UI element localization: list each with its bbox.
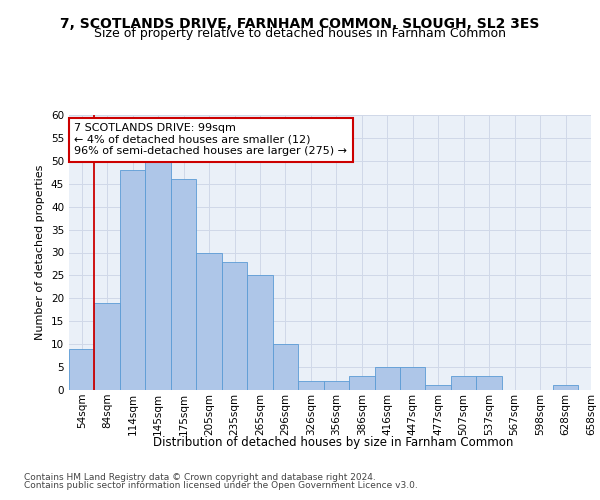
Text: Contains HM Land Registry data © Crown copyright and database right 2024.: Contains HM Land Registry data © Crown c…	[24, 473, 376, 482]
Bar	[400, 367, 425, 390]
Bar	[222, 262, 247, 390]
Text: Distribution of detached houses by size in Farnham Common: Distribution of detached houses by size …	[153, 436, 513, 449]
Bar	[298, 381, 323, 390]
Bar	[94, 303, 120, 390]
Bar	[120, 170, 145, 390]
Bar	[476, 376, 502, 390]
Bar	[196, 252, 222, 390]
Bar	[349, 376, 374, 390]
Bar	[374, 367, 400, 390]
Text: 7 SCOTLANDS DRIVE: 99sqm
← 4% of detached houses are smaller (12)
96% of semi-de: 7 SCOTLANDS DRIVE: 99sqm ← 4% of detache…	[74, 123, 347, 156]
Bar	[145, 161, 171, 390]
Bar	[323, 381, 349, 390]
Bar	[553, 386, 578, 390]
Bar	[247, 276, 273, 390]
Bar	[69, 349, 94, 390]
Bar	[171, 179, 196, 390]
Text: Contains public sector information licensed under the Open Government Licence v3: Contains public sector information licen…	[24, 482, 418, 490]
Bar	[273, 344, 298, 390]
Bar	[451, 376, 476, 390]
Bar	[425, 386, 451, 390]
Text: Size of property relative to detached houses in Farnham Common: Size of property relative to detached ho…	[94, 28, 506, 40]
Text: 7, SCOTLANDS DRIVE, FARNHAM COMMON, SLOUGH, SL2 3ES: 7, SCOTLANDS DRIVE, FARNHAM COMMON, SLOU…	[61, 18, 539, 32]
Y-axis label: Number of detached properties: Number of detached properties	[35, 165, 46, 340]
